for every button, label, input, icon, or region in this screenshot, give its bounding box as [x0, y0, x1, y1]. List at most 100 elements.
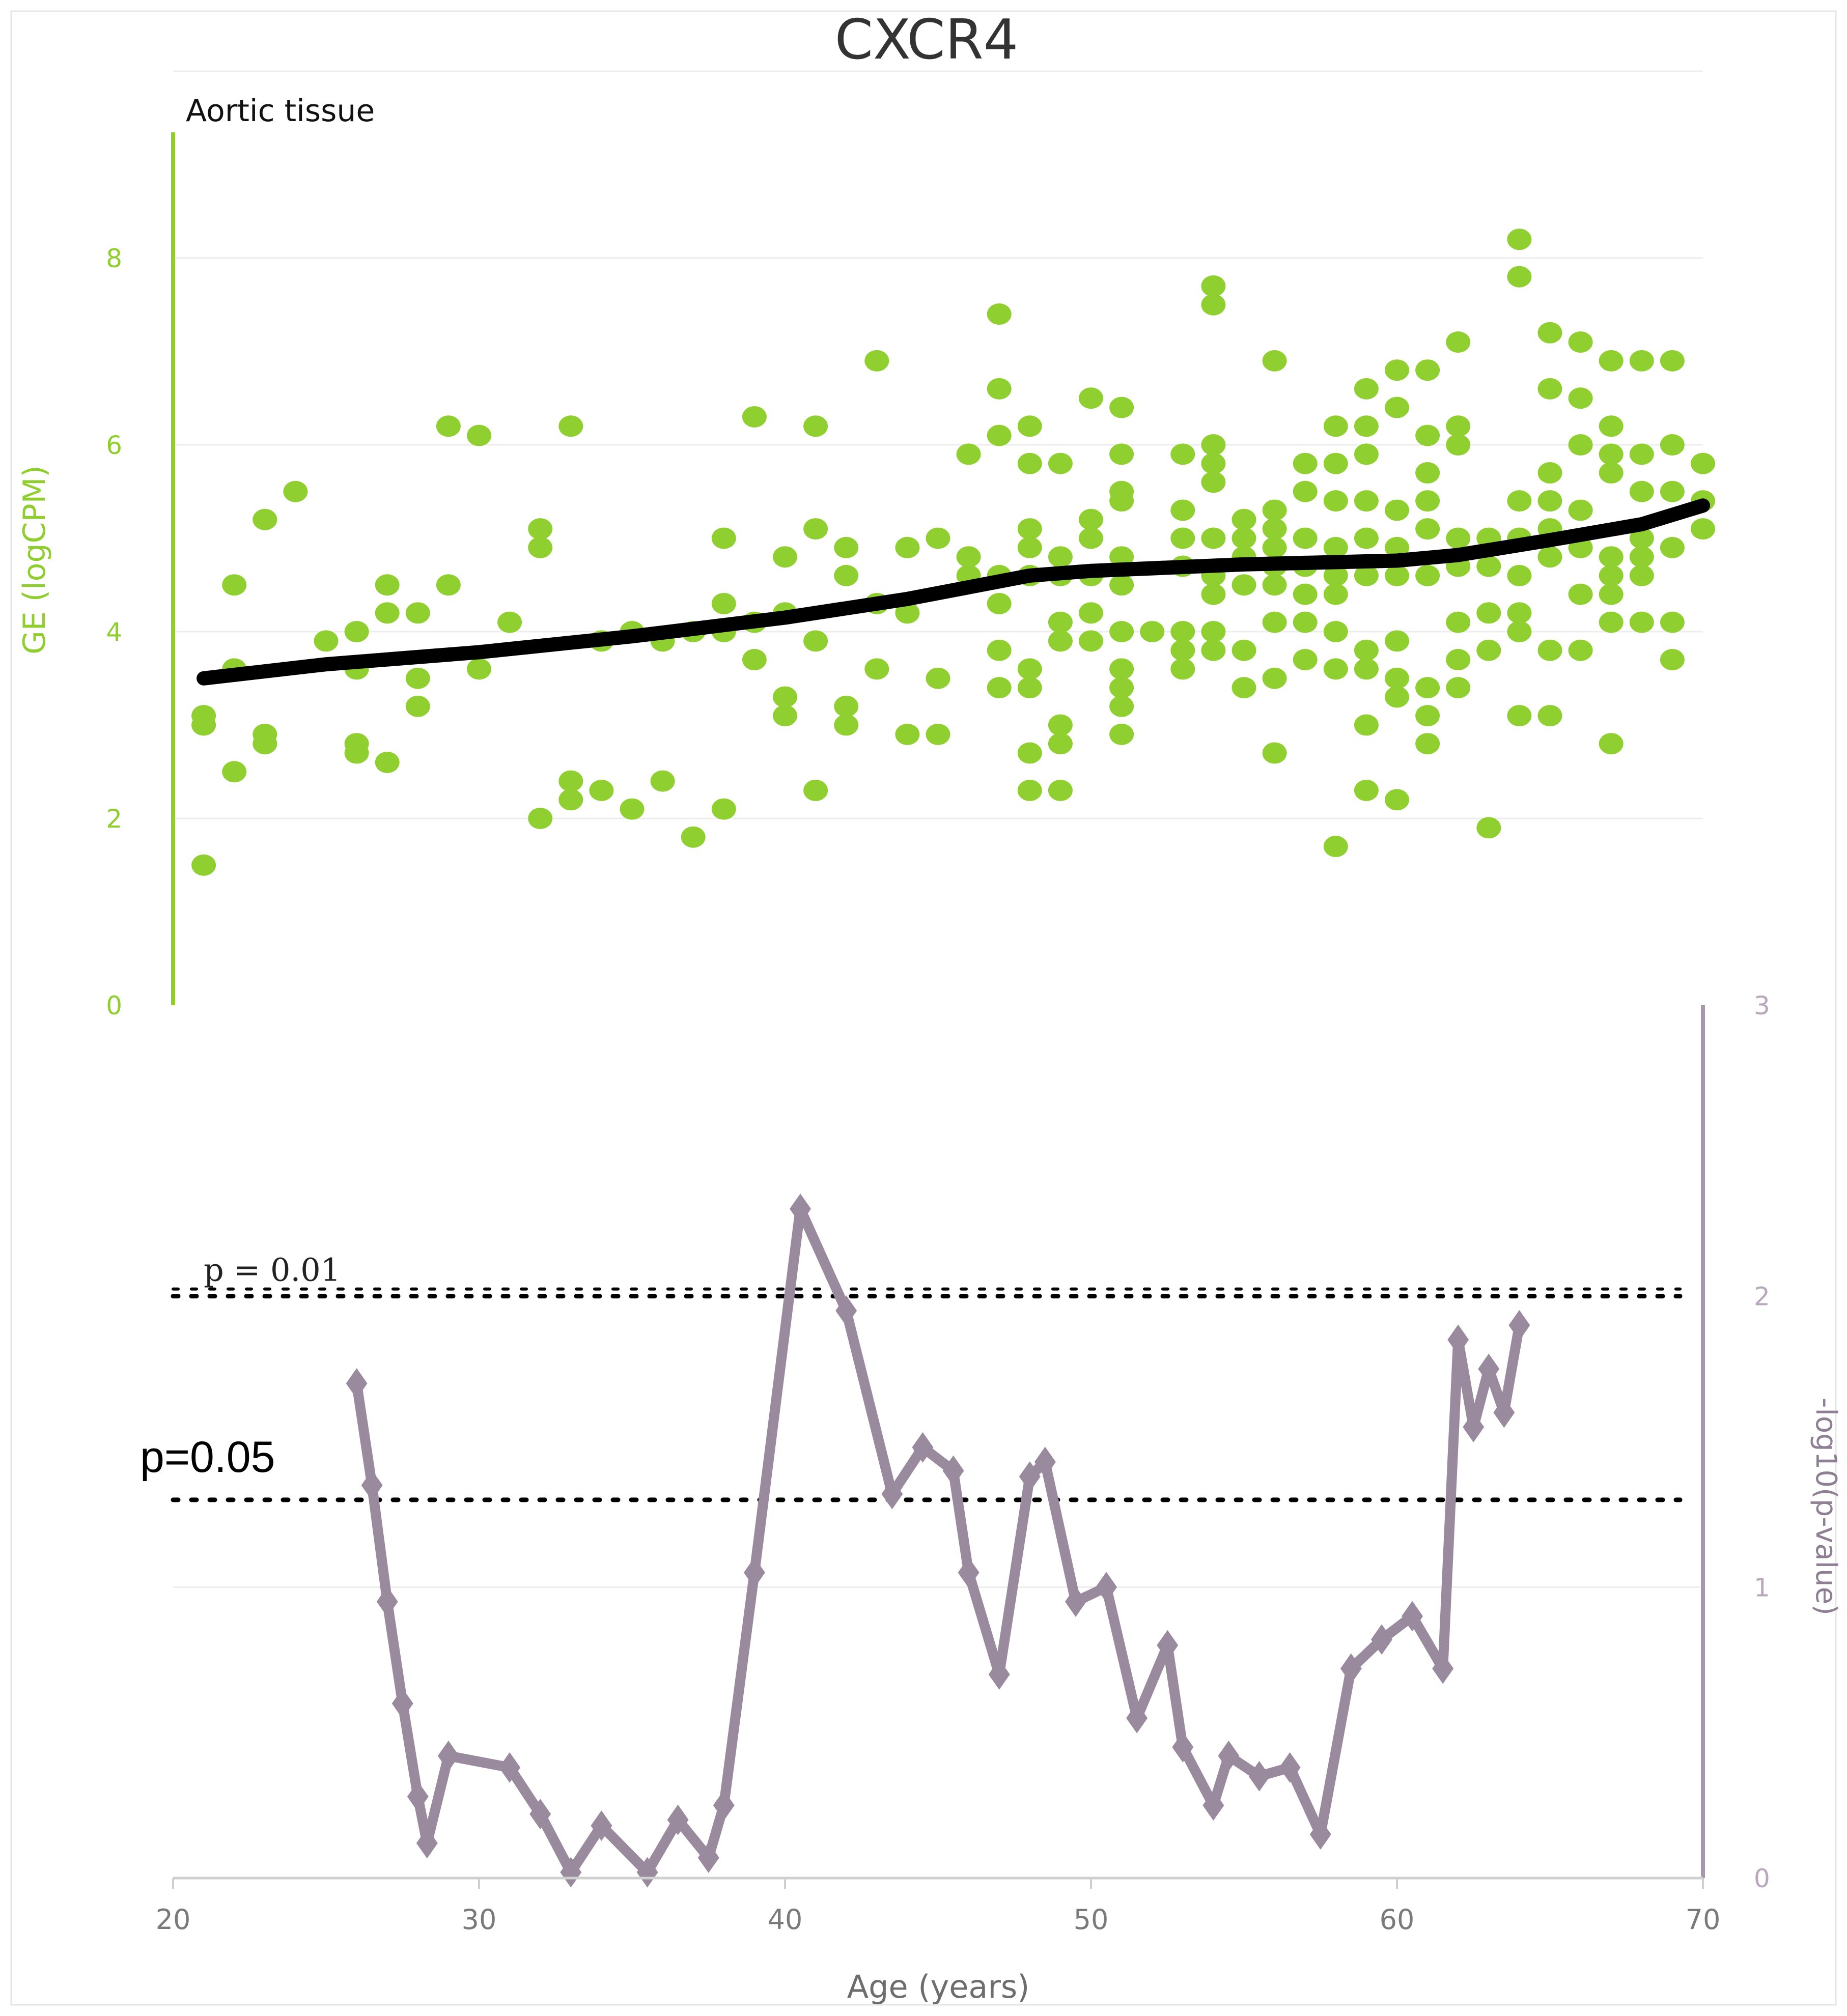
scatter-point: [558, 770, 583, 792]
scatter-point: [1385, 359, 1409, 381]
scatter-point: [191, 705, 216, 727]
trend-layer: [197, 498, 1710, 686]
x-tick-label: 40: [768, 1904, 803, 1936]
scatter-point: [1599, 546, 1624, 568]
scatter-point: [650, 770, 675, 792]
scatter-point: [1079, 387, 1103, 409]
scatter-point: [1476, 817, 1501, 839]
scatter-point: [405, 667, 430, 689]
scatter-point: [1109, 621, 1134, 642]
scatter-point: [191, 854, 216, 876]
x-tick-label: 50: [1074, 1904, 1109, 1936]
scatter-point: [1017, 779, 1042, 801]
scatter-point: [528, 536, 553, 558]
scatter-point: [1537, 462, 1562, 484]
pvalue-marker: [529, 1799, 551, 1830]
pvalue-marker: [591, 1810, 612, 1841]
scatter-point: [1446, 527, 1471, 549]
scatter-point: [1354, 779, 1379, 801]
scatter-point: [1599, 443, 1624, 465]
pvalue-marker: [942, 1455, 964, 1486]
y-axis-left-label: GE (logCPM): [17, 465, 52, 655]
pvalue-marker: [1340, 1653, 1362, 1684]
scatter-point: [1079, 630, 1103, 652]
pvalue-marker: [1402, 1601, 1423, 1632]
pvalue-marker: [407, 1781, 429, 1812]
scatter-point: [1660, 536, 1685, 558]
scatter-point: [1201, 294, 1226, 316]
scatter-point: [375, 751, 400, 773]
scatter-point: [1109, 480, 1134, 502]
scatter-point: [987, 677, 1012, 699]
scatter-point: [1323, 536, 1348, 558]
scatter-point: [1476, 602, 1501, 624]
scatter-point: [926, 527, 950, 549]
scatter-point: [1507, 621, 1532, 642]
pvalue-marker: [391, 1688, 413, 1719]
reference-line-label: p = 0.01: [204, 1252, 341, 1289]
scatter-point: [1568, 499, 1593, 521]
scatter-point: [1201, 434, 1226, 456]
scatter-point: [1170, 639, 1195, 661]
scatter-point: [1507, 229, 1532, 250]
chart-title: CXCR4: [835, 8, 1019, 72]
scatter-point: [1170, 499, 1195, 521]
scatter-point: [1660, 350, 1685, 372]
scatter-point: [1507, 602, 1532, 624]
scatter-point: [1048, 546, 1073, 568]
scatter-point: [497, 611, 522, 633]
scatter-point: [987, 424, 1012, 446]
scatter-point: [1079, 508, 1103, 530]
scatter-point: [895, 602, 920, 624]
chart-subtitle: Aortic tissue: [186, 93, 375, 129]
scatter-point: [1201, 621, 1226, 642]
scatter-point: [987, 378, 1012, 400]
pvalue-marker: [1096, 1572, 1117, 1603]
scatter-point: [528, 518, 553, 540]
scatter-point: [1293, 452, 1318, 474]
scatter-point: [1323, 564, 1348, 586]
scatter-point: [1599, 733, 1624, 755]
scatter-point: [1415, 705, 1440, 727]
scatter-point: [1446, 611, 1471, 633]
scatter-point: [1109, 443, 1134, 465]
scatter-point: [1201, 639, 1226, 661]
scatter-point: [1109, 574, 1134, 596]
pvalue-marker: [1370, 1624, 1392, 1655]
pvalue-marker: [1478, 1353, 1500, 1384]
scatter-point: [1048, 779, 1073, 801]
scatter-point: [1048, 611, 1073, 633]
scatter-point: [1323, 583, 1348, 605]
scatter-point: [1170, 527, 1195, 549]
scatter-point: [1048, 630, 1073, 652]
scatter-point: [589, 779, 614, 801]
y-tick-label-left: 0: [106, 991, 122, 1020]
scatter-point: [864, 350, 889, 372]
scatter-point: [1415, 677, 1440, 699]
scatter-point: [1109, 723, 1134, 745]
scatter-point: [528, 808, 553, 829]
scatter-point: [253, 508, 277, 530]
y-tick-label-right: 3: [1754, 991, 1770, 1020]
scatter-point: [864, 658, 889, 680]
y-tick-label-right: 2: [1754, 1282, 1770, 1312]
scatter-point: [1446, 649, 1471, 671]
y-tick-label-left: 4: [106, 617, 122, 647]
scatter-point: [1170, 443, 1195, 465]
pvalue-marker: [346, 1368, 368, 1399]
pvalue-marker: [881, 1479, 903, 1510]
scatter-point: [1568, 639, 1593, 661]
pvalue-marker: [912, 1432, 934, 1463]
pvalue-marker: [1019, 1461, 1041, 1492]
scatter-point: [1323, 415, 1348, 437]
scatter-point: [1415, 518, 1440, 540]
scatter-point: [375, 602, 400, 624]
y-axis-right-label: -log10(p-value): [1809, 1398, 1842, 1615]
scatter-point: [1476, 639, 1501, 661]
scatter-point: [834, 564, 859, 586]
scatter-point: [1109, 695, 1134, 717]
scatter-point: [1017, 518, 1042, 540]
pvalue-marker: [667, 1804, 689, 1835]
